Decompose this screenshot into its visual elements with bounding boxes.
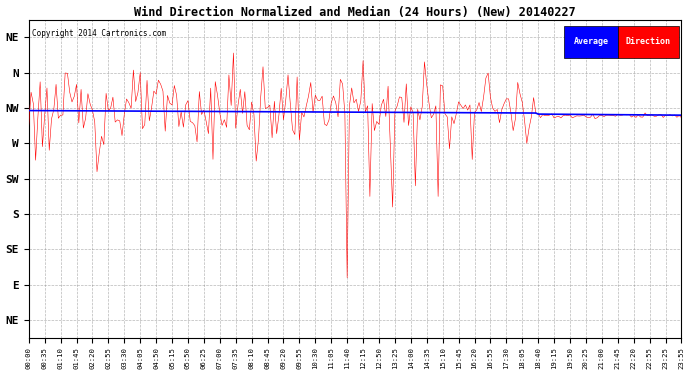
Title: Wind Direction Normalized and Median (24 Hours) (New) 20140227: Wind Direction Normalized and Median (24… — [135, 6, 576, 18]
Text: Direction: Direction — [626, 38, 671, 46]
Text: Average: Average — [573, 38, 609, 46]
FancyBboxPatch shape — [618, 26, 679, 58]
Text: Copyright 2014 Cartronics.com: Copyright 2014 Cartronics.com — [32, 29, 166, 38]
FancyBboxPatch shape — [564, 26, 618, 58]
